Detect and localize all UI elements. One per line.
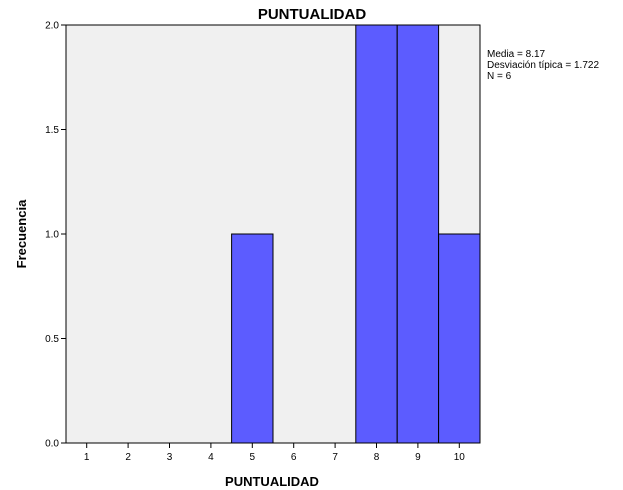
y-tick-label: 2.0 — [45, 21, 59, 32]
stats-std: Desviación típica = 1.722 — [487, 60, 599, 71]
x-tick-label: 2 — [125, 452, 131, 463]
y-tick-label: 0.0 — [45, 439, 59, 450]
y-tick-label: 0.5 — [45, 334, 59, 345]
x-tick-label: 10 — [454, 452, 466, 463]
x-tick-label: 5 — [250, 452, 256, 463]
x-tick-label: 4 — [208, 452, 214, 463]
bar-9 — [396, 24, 440, 444]
y-tick-label: 1.5 — [45, 125, 59, 136]
x-ticks-group: 1 2 3 4 5 6 7 8 9 10 — [84, 443, 465, 463]
x-tick-label: 3 — [167, 452, 173, 463]
x-tick-label: 9 — [415, 452, 421, 463]
y-ticks-group: 0.0 0.5 1.0 1.5 2.0 — [45, 21, 66, 450]
bar-8 — [355, 24, 398, 444]
y-tick-label: 1.0 — [45, 230, 59, 241]
bars-group — [231, 24, 481, 444]
x-tick-label: 7 — [332, 452, 338, 463]
stats-mean: Media = 8.17 — [487, 49, 546, 60]
x-tick-label: 8 — [374, 452, 380, 463]
stats-n: N = 6 — [487, 71, 512, 82]
x-tick-label: 1 — [84, 452, 90, 463]
x-axis-label: PUNTUALIDAD — [225, 474, 319, 489]
y-axis-label: Frecuencia — [14, 199, 29, 268]
bar-5 — [231, 233, 274, 444]
chart-title: PUNTUALIDAD — [258, 6, 366, 23]
x-tick-label: 6 — [291, 452, 297, 463]
bar-10 — [438, 233, 481, 444]
